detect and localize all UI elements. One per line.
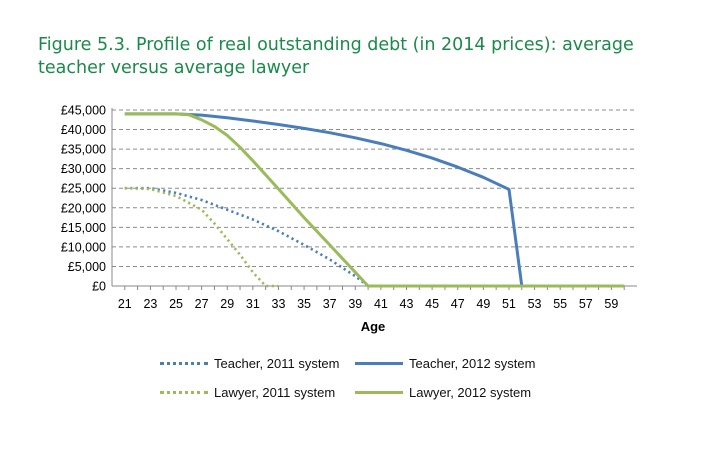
x-axis-label: Age — [361, 319, 386, 334]
x-tick-label: 53 — [528, 297, 542, 311]
legend-item-lawyer-2011: Lawyer, 2011 system — [160, 385, 335, 400]
legend-item-teacher-2012: Teacher, 2012 system — [355, 356, 535, 371]
x-tick-label: 21 — [118, 297, 132, 311]
x-axis: 21 23 25 27 29 31 33 35 37 39 41 43 45 47 49 51 53 55 57 59 — [112, 285, 637, 311]
legend-swatch-lawyer-2012 — [355, 391, 403, 394]
chart-title: Figure 5.3. Profile of real outstanding … — [38, 35, 634, 78]
legend-item-teacher-2011: Teacher, 2011 system — [160, 356, 340, 371]
legend-item-lawyer-2012: Lawyer, 2012 system — [355, 385, 531, 400]
y-tick-label: £25,000 — [61, 182, 106, 196]
y-tick-label: £15,000 — [61, 221, 106, 235]
legend-label-teacher-2011: Teacher, 2011 system — [214, 356, 340, 371]
y-tick-label: £45,000 — [61, 104, 106, 118]
x-tick-label: 37 — [323, 297, 337, 311]
y-tick-label: £10,000 — [61, 240, 106, 254]
x-tick-label: 49 — [476, 297, 490, 311]
y-tick-label: £35,000 — [61, 143, 106, 157]
x-tick-label: 43 — [400, 297, 414, 311]
y-axis: £0 £5,000 £10,000 £15,000 £20,000 £25,000 £30,… — [61, 104, 113, 294]
x-tick-label: 47 — [451, 297, 465, 311]
x-tick-label: 55 — [553, 297, 567, 311]
legend-swatch-teacher-2012 — [355, 362, 403, 365]
legend-swatch-lawyer-2011 — [160, 391, 208, 394]
x-tick-label: 25 — [169, 297, 183, 311]
x-tick-label: 39 — [348, 297, 362, 311]
x-tick-label: 27 — [195, 297, 209, 311]
x-tick-label: 51 — [502, 297, 516, 311]
grid-lines — [112, 109, 637, 267]
x-tick-label: 33 — [272, 297, 286, 311]
legend-label-lawyer-2012: Lawyer, 2012 system — [409, 385, 532, 400]
legend-swatch-teacher-2011 — [160, 362, 208, 365]
y-tick-label: £40,000 — [61, 123, 106, 137]
x-tick-label: 35 — [297, 297, 311, 311]
x-tick-label: 57 — [579, 297, 593, 311]
series-line-2 — [124, 186, 279, 288]
x-tick-label: 45 — [425, 297, 439, 311]
y-tick-label: £0 — [92, 280, 106, 294]
x-tick-label: 31 — [246, 297, 260, 311]
x-tick-label: 59 — [604, 297, 618, 311]
y-tick-label: £30,000 — [61, 162, 106, 176]
series-line-3 — [124, 112, 625, 288]
x-tick-label: 41 — [374, 297, 388, 311]
y-tick-label: £20,000 — [61, 201, 106, 215]
series-lines — [124, 112, 625, 288]
x-tick-label: 23 — [143, 297, 157, 311]
x-tick-label: 29 — [220, 297, 234, 311]
series-line-0 — [124, 186, 369, 288]
y-tick-label: £5,000 — [68, 260, 106, 274]
series-line-1 — [124, 112, 625, 288]
legend-label-teacher-2012: Teacher, 2012 system — [409, 356, 536, 371]
legend-label-lawyer-2011: Lawyer, 2011 system — [214, 385, 336, 400]
